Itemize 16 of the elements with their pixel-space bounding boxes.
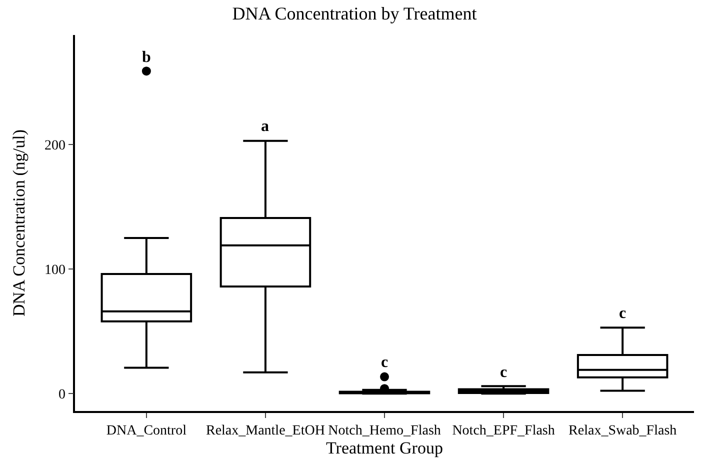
annotation: c	[500, 364, 508, 381]
x-axis-title: Treatment Group	[326, 438, 443, 458]
annotation: c	[381, 354, 388, 371]
x-tick-label: DNA_Control	[106, 424, 187, 439]
y-axis-title: DNA Concentration (ng/ul)	[10, 130, 28, 316]
y-tick-label: 200	[44, 138, 66, 154]
annotation: c	[619, 305, 626, 322]
x-tick-label: Relax_Swab_Flash	[568, 424, 677, 439]
chart-title: DNA Concentration by Treatment	[232, 4, 477, 24]
y-tick-label: 100	[44, 262, 66, 278]
x-tick-label: Relax_Mantle_EtOH	[206, 424, 325, 439]
annotation: a	[261, 118, 269, 135]
x-tick-label: Notch_Hemo_Flash	[328, 424, 441, 439]
x-tick-label: Notch_EPF_Flash	[452, 424, 555, 439]
y-tick-label: 0	[58, 387, 66, 402]
annotation: b	[142, 49, 151, 66]
